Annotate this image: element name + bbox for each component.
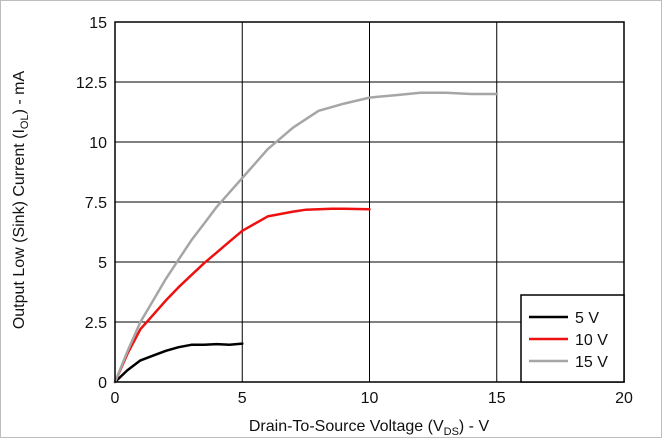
y-tick-label: 0: [98, 375, 107, 392]
series-line-2: [113, 207, 371, 384]
y-axis-label-tail: ) - mA: [11, 71, 28, 115]
y-axis-label-sub: OL: [19, 114, 31, 129]
y-tick-label: 7.5: [85, 195, 107, 212]
y-tick-label: 15: [89, 15, 107, 32]
x-axis-label-main: Drain-To-Source Voltage (V: [249, 418, 444, 435]
series-line-3: [113, 91, 499, 384]
y-tick-labels: 0 2.5 5 7.5 10 12.5 15: [76, 15, 107, 392]
series-layer: [113, 91, 499, 384]
y-tick-label: 12.5: [76, 75, 107, 92]
y-axis-label-main: Output Low (Sink) Current (I: [11, 129, 28, 329]
x-tick-label: 10: [361, 390, 379, 407]
x-axis-label-sub: DS: [444, 426, 459, 438]
legend-label: 5 V: [575, 310, 599, 327]
y-tick-label: 2.5: [85, 315, 107, 332]
x-axis-label: Drain-To-Source Voltage (VDS) - V: [249, 418, 490, 438]
y-tick-label: 10: [89, 135, 107, 152]
x-tick-label: 15: [488, 390, 506, 407]
series-line-1: [113, 342, 244, 384]
x-tick-label: 5: [238, 390, 247, 407]
legend-label: 15 V: [575, 354, 608, 371]
legend-box: [520, 294, 625, 383]
x-tick-label: 20: [615, 390, 633, 407]
x-tick-labels: 0 5 10 15 20: [111, 390, 633, 407]
x-tick-label: 0: [111, 390, 120, 407]
grid-lines: [115, 22, 624, 382]
y-tick-label: 5: [98, 255, 107, 272]
x-axis-label-tail: ) - V: [459, 418, 490, 435]
plot-border: [114, 21, 625, 383]
y-axis-label: Output Low (Sink) Current (IOL) - mA: [11, 71, 31, 330]
legend: 5 V 10 V 15 V: [520, 294, 625, 383]
legend-label: 10 V: [575, 332, 608, 349]
